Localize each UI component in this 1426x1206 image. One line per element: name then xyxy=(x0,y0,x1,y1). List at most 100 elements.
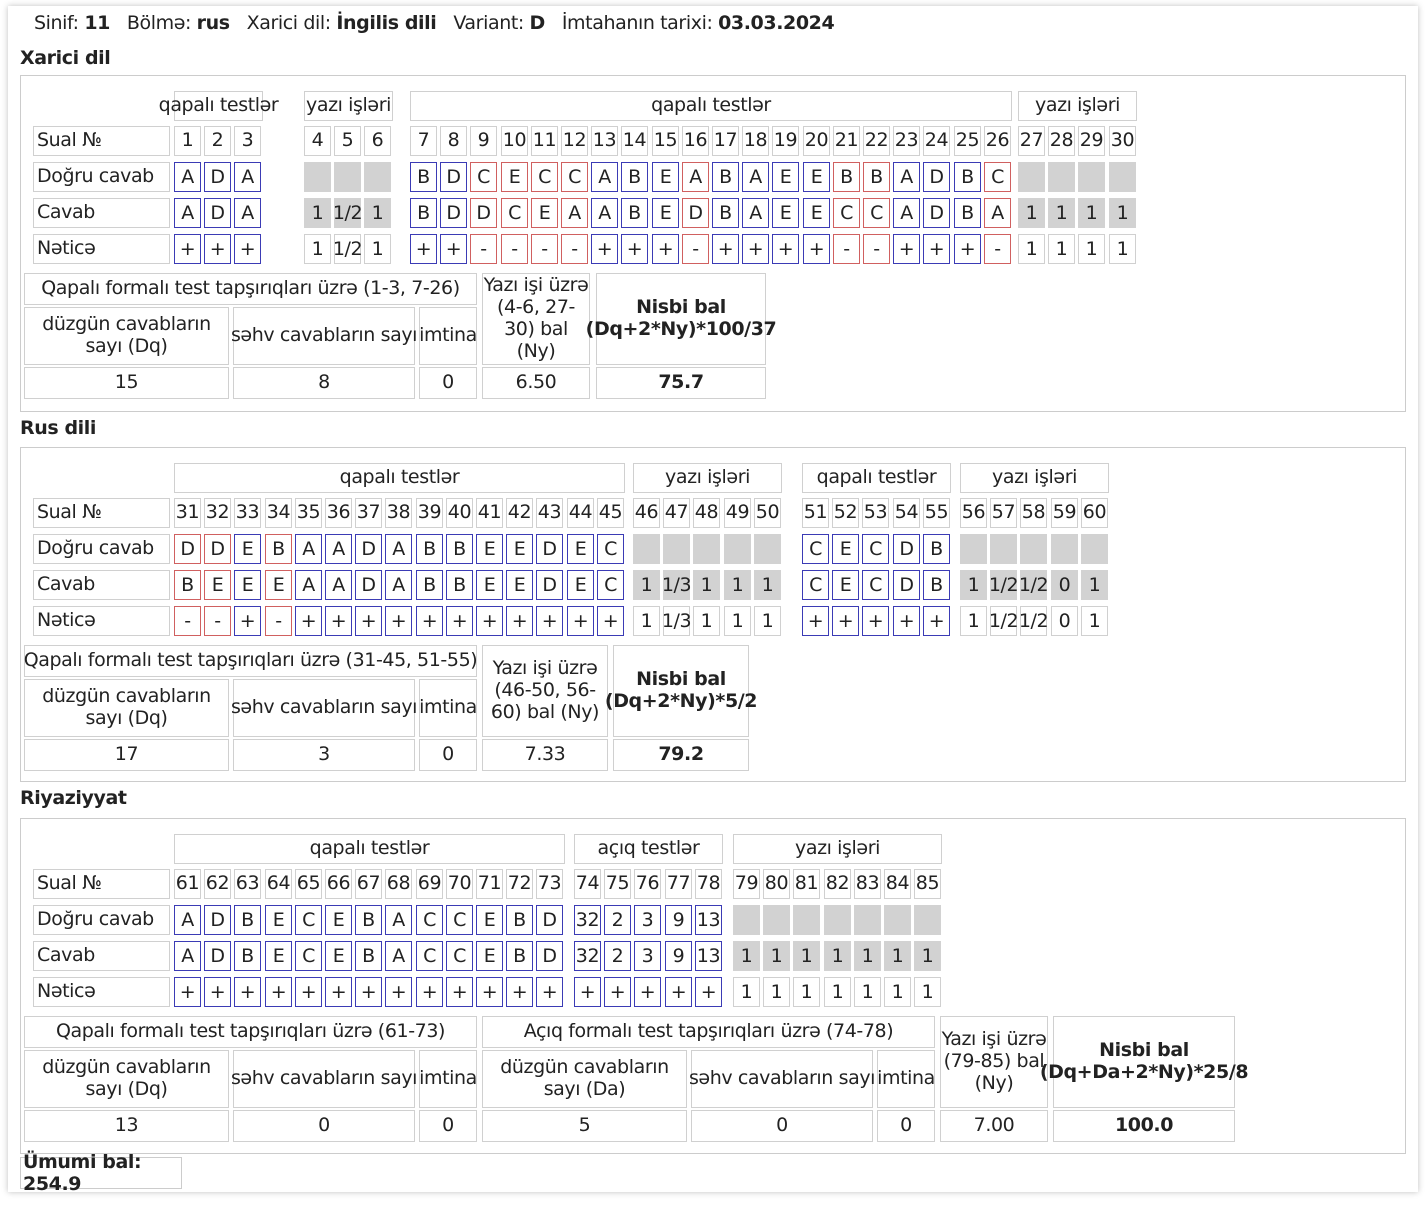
given-answer: E xyxy=(772,198,799,228)
given-answer: 1/2 xyxy=(333,198,363,228)
correct-answer: D xyxy=(204,534,231,564)
result-mark: + xyxy=(634,977,661,1007)
group-header: qapalı testlər xyxy=(410,91,1012,121)
correct-answer: D xyxy=(536,534,563,564)
given-answer: 3 xyxy=(634,941,661,971)
question-number: 2 xyxy=(204,126,231,156)
correct-answer-blank xyxy=(1109,162,1136,192)
correct-answer-blank xyxy=(854,905,881,935)
result-mark: + xyxy=(893,606,920,636)
result-mark: + xyxy=(204,234,231,264)
question-number: 6 xyxy=(364,126,391,156)
given-answer: 1 xyxy=(364,198,391,228)
given-answer: 1/2 xyxy=(989,570,1019,600)
given-answer: A xyxy=(234,198,261,228)
given-answer: 1 xyxy=(960,570,987,600)
question-number: 58 xyxy=(1020,498,1047,528)
question-number: 31 xyxy=(174,498,201,528)
given-answer: C xyxy=(416,941,443,971)
given-answer: A xyxy=(591,198,618,228)
given-answer: E xyxy=(476,941,503,971)
result-mark: + xyxy=(954,234,981,264)
question-number: 36 xyxy=(325,498,352,528)
correct-answer-blank xyxy=(663,534,690,564)
result-mark: + xyxy=(416,977,443,1007)
given-answer: E xyxy=(652,198,679,228)
result-mark: 1 xyxy=(633,606,660,636)
correct-answer: B xyxy=(833,162,860,192)
question-number: 47 xyxy=(663,498,690,528)
correct-answer: A xyxy=(742,162,769,192)
group-header: qapalı testlər xyxy=(174,834,565,864)
result-mark: 1 xyxy=(793,977,820,1007)
question-number: 44 xyxy=(567,498,594,528)
result-mark: + xyxy=(234,977,261,1007)
relative-score-label: Nisbi bal (Dq+2*Ny)*100/37 xyxy=(586,273,777,365)
given-answer: 1 xyxy=(733,941,760,971)
question-number: 33 xyxy=(234,498,261,528)
given-answer: 1 xyxy=(304,198,331,228)
correct-answer-blank xyxy=(1048,162,1075,192)
result-mark: - xyxy=(984,234,1011,264)
question-number: 34 xyxy=(265,498,292,528)
result-mark: + xyxy=(923,234,950,264)
group-header: yazı işləri xyxy=(633,463,782,493)
given-answer: B xyxy=(506,941,533,971)
result-mark: + xyxy=(712,234,739,264)
given-answer: A xyxy=(295,570,322,600)
result-mark: + xyxy=(597,606,624,636)
correct-answer: D xyxy=(174,534,201,564)
question-number: 43 xyxy=(536,498,563,528)
result-mark: 1 xyxy=(1048,234,1075,264)
group-header: yazı işləri xyxy=(1018,91,1137,121)
question-number: 41 xyxy=(476,498,503,528)
row-label-num: Sual № xyxy=(33,869,170,899)
correct-answer: D xyxy=(893,534,920,564)
given-answer: 1 xyxy=(633,570,660,600)
written-score-label: Yazı işi üzrə (4-6, 27-30) bal (Ny) xyxy=(482,273,590,365)
correct-answer-blank xyxy=(960,534,987,564)
question-number: 79 xyxy=(733,869,760,899)
correct-answer: B xyxy=(863,162,890,192)
written-score: 6.50 xyxy=(482,367,590,399)
correct-answer: C xyxy=(470,162,497,192)
question-number: 25 xyxy=(954,126,981,156)
result-mark: 1/2 xyxy=(1019,606,1049,636)
question-number: 63 xyxy=(234,869,261,899)
correct-answer-blank xyxy=(1051,534,1078,564)
correct-answer-blank xyxy=(334,162,361,192)
result-mark: + xyxy=(803,234,830,264)
correct-answer: E xyxy=(567,534,594,564)
correct-answer: E xyxy=(234,534,261,564)
question-number: 46 xyxy=(633,498,660,528)
given-answer: 1 xyxy=(1018,198,1045,228)
result-mark: + xyxy=(862,606,889,636)
closed-summary-title: Qapalı formalı test tapşırıqları üzrə (1… xyxy=(24,273,477,305)
given-answer: E xyxy=(531,198,558,228)
written-score: 7.33 xyxy=(482,739,608,771)
given-answer: A xyxy=(561,198,588,228)
correct-answer: B xyxy=(416,534,443,564)
result-mark: - xyxy=(682,234,709,264)
question-number: 52 xyxy=(832,498,859,528)
given-answer: C xyxy=(802,570,829,600)
given-answer: D xyxy=(923,198,950,228)
given-answer: 1 xyxy=(763,941,790,971)
correct-answer: C xyxy=(446,905,473,935)
correct-answer: D xyxy=(440,162,467,192)
row-label-result: Nəticə xyxy=(33,977,170,1007)
question-number: 73 xyxy=(536,869,563,899)
given-answer: A xyxy=(893,198,920,228)
given-answer: D xyxy=(355,570,382,600)
question-number: 71 xyxy=(476,869,503,899)
correct-answer-blank xyxy=(754,534,781,564)
result-mark: + xyxy=(772,234,799,264)
given-answer: 1/2 xyxy=(1019,570,1049,600)
question-number: 61 xyxy=(174,869,201,899)
correct-answer: C xyxy=(597,534,624,564)
given-answer: B xyxy=(446,570,473,600)
question-number: 48 xyxy=(693,498,720,528)
given-answer: 1 xyxy=(884,941,911,971)
result-mark: + xyxy=(295,977,322,1007)
question-number: 82 xyxy=(824,869,851,899)
